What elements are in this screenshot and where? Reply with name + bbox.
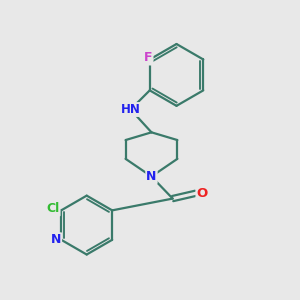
Text: O: O bbox=[196, 187, 208, 200]
Text: F: F bbox=[144, 52, 152, 64]
Text: Cl: Cl bbox=[46, 202, 60, 215]
Text: N: N bbox=[51, 233, 61, 246]
Text: HN: HN bbox=[121, 103, 140, 116]
Text: N: N bbox=[146, 170, 157, 183]
